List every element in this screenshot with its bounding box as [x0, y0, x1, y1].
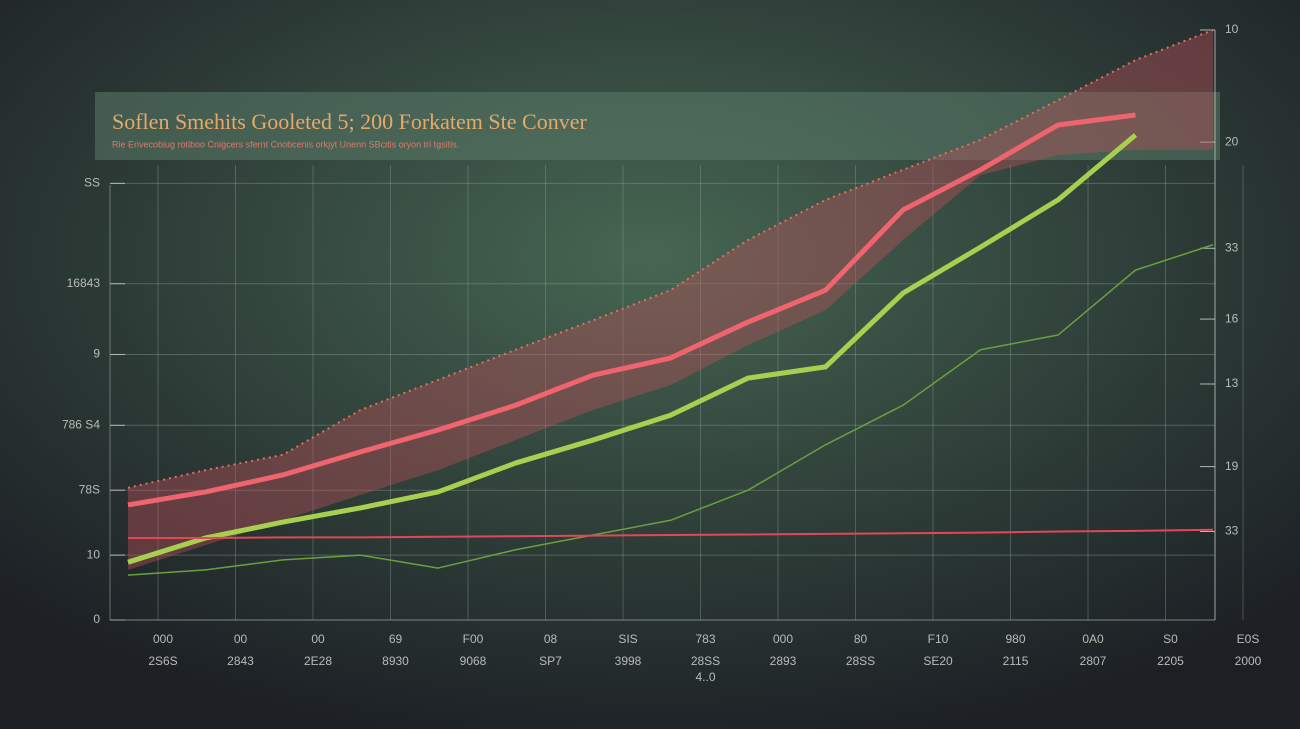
x-sublabel: SP7	[539, 654, 562, 668]
x-tick-label: 80	[854, 632, 868, 646]
x-sublabel: 9068	[460, 654, 487, 668]
x-sublabel: 8930	[382, 654, 409, 668]
x-sublabel: 2893	[770, 654, 797, 668]
x-tick-label: 00	[234, 632, 248, 646]
x-tick-label: 783	[695, 632, 715, 646]
y2-tick-label: 19	[1225, 459, 1239, 473]
x-tick-label: 0A0	[1082, 632, 1104, 646]
y2-tick-label: 10	[1225, 22, 1239, 36]
x-sublabel: 2115	[1003, 654, 1029, 668]
y-tick-label: SS	[84, 176, 100, 190]
x-sublabel: 2205	[1157, 654, 1184, 668]
x-sublabel: 2843	[227, 654, 254, 668]
x-tick-label: F10	[928, 632, 949, 646]
y-tick-label: 786 S4	[62, 417, 100, 431]
x-tick-label: 69	[389, 632, 403, 646]
x-tick-label: SIS	[618, 632, 637, 646]
series-line	[128, 528, 1214, 539]
title-box	[95, 92, 1220, 160]
y2-tick-label: 16	[1225, 311, 1239, 325]
x-tick-label: 000	[773, 632, 793, 646]
y-tick-label: 10	[87, 547, 101, 561]
plot: 0 10 78S 786 S4 9 16843 SS 33 19 13 16 33 20 10 000 2S6…	[62, 22, 1262, 684]
y-tick-label: 16843	[67, 276, 101, 290]
x-tick-label: 08	[544, 632, 558, 646]
x-tick-label: F00	[463, 632, 484, 646]
x-tick-label: 00	[311, 632, 325, 646]
x-sublabel: 2S6S	[148, 654, 177, 668]
y2-tick-label: 13	[1225, 376, 1239, 390]
x-sublabel: 2000	[1235, 654, 1262, 668]
x-tick-label: 000	[153, 632, 173, 646]
series-line	[127, 133, 1138, 565]
y2-tick-label: 20	[1225, 134, 1239, 148]
x-sublabel: 28SS	[691, 654, 720, 668]
y2-tick-label: 33	[1225, 240, 1239, 254]
band	[128, 30, 1213, 570]
chart-subtitle: Rie Envecobiug rotiboo Cnigcers sfernt C…	[112, 139, 459, 149]
chart-title: Soflen Smehits Gooleted 5; 200 Forkatem …	[112, 109, 587, 134]
y-tick-label: 9	[93, 347, 100, 361]
x-sublabel: 2807	[1080, 654, 1107, 668]
x-sublabel: 3998	[615, 654, 642, 668]
x-sublabel: 28SS	[846, 654, 875, 668]
x-tick-label: E0S	[1237, 632, 1260, 646]
x-sublabel: SE20	[923, 654, 953, 668]
series-line	[127, 244, 1214, 576]
y2-tick-label: 33	[1225, 524, 1239, 538]
x-tick-label: S0	[1163, 632, 1178, 646]
x-tick-label: 980	[1005, 632, 1025, 646]
band-edge	[127, 29, 1214, 489]
x-sublabel: 2E28	[304, 654, 332, 668]
series-line	[127, 112, 1136, 508]
annotation: 4..0	[695, 670, 715, 684]
y-tick-label: 0	[93, 612, 100, 626]
y-tick-label: 78S	[79, 482, 100, 496]
